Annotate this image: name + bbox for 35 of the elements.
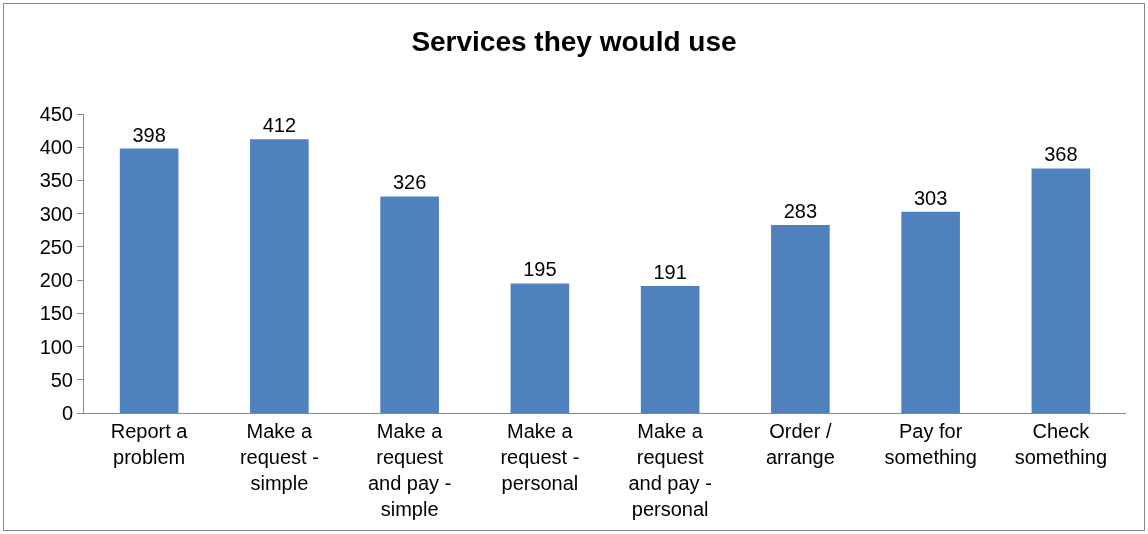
y-tick-label: 100: [39, 335, 73, 358]
bar: [119, 148, 179, 413]
y-tick-label: 150: [39, 302, 73, 325]
x-tick-label: Make a request and pay - personal: [628, 420, 712, 520]
x-tick-label: Order / arrange: [765, 420, 835, 468]
bar: [250, 139, 309, 413]
data-label: 191: [653, 261, 687, 284]
bar: [510, 283, 570, 413]
y-tick-label: 250: [39, 235, 73, 258]
data-label: 195: [523, 258, 557, 281]
bar: [901, 211, 960, 413]
data-label: 283: [783, 199, 818, 222]
x-tick-label: Pay for something: [884, 420, 977, 468]
y-tick-label: 300: [39, 202, 73, 225]
y-tick-label: 450: [39, 103, 73, 125]
x-tick-label: Make a request - personal: [500, 420, 580, 494]
bar: [380, 196, 439, 413]
x-tick-label: Report a problem: [110, 420, 189, 468]
y-tick-label: 50: [50, 368, 73, 391]
bar: [1031, 168, 1091, 413]
data-label: 368: [1044, 143, 1078, 166]
data-label: 412: [262, 114, 297, 137]
data-label: 303: [913, 186, 948, 209]
y-tick-label: 350: [39, 169, 73, 192]
x-tick-label: Make a request and pay - simple: [367, 420, 452, 520]
bar: [640, 286, 700, 413]
y-tick-label: 0: [61, 402, 73, 424]
data-label: 326: [392, 171, 427, 194]
y-tick-label: 200: [39, 269, 73, 292]
x-tick-label: Check something: [1014, 420, 1108, 468]
y-tick-label: 400: [39, 136, 73, 159]
x-tick-label: Make a request - simple: [239, 420, 319, 494]
data-label: 398: [132, 123, 166, 146]
chart-title: Services they would use: [411, 25, 737, 57]
bar: [771, 224, 830, 413]
